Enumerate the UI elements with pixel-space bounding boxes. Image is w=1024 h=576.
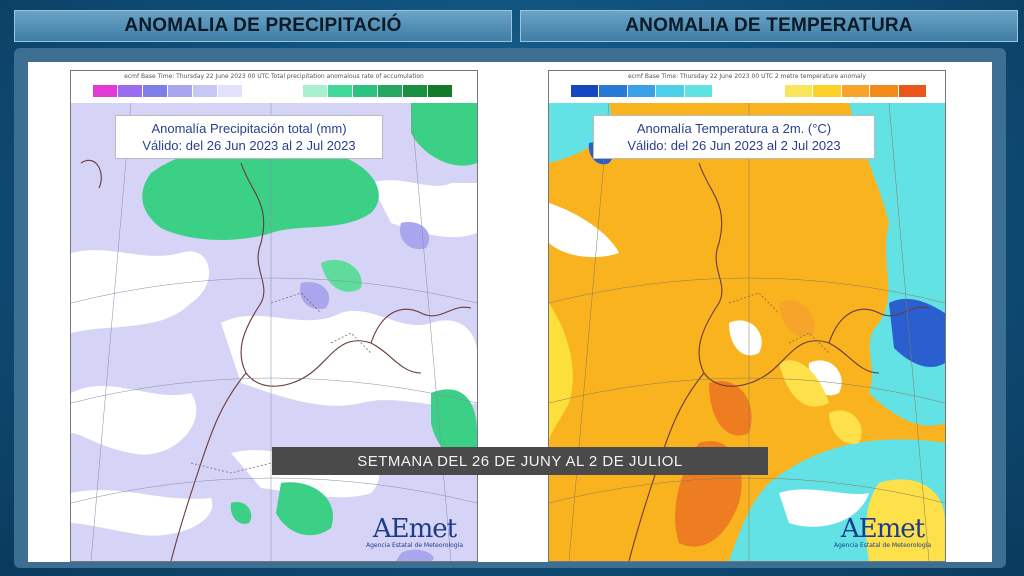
temp-warm-swatch <box>870 85 899 97</box>
temp-warm-swatch <box>785 85 814 97</box>
precip-positive-swatch <box>428 85 453 97</box>
precip-positive-swatch <box>378 85 403 97</box>
temp-meta-line: ecmf Base Time: Thursday 22 June 2023 00… <box>628 73 866 80</box>
precipitation-header: ANOMALIA DE PRECIPITACIÓ <box>14 10 512 42</box>
precip-negative-swatch <box>93 85 118 97</box>
precip-positive-colorbar <box>303 85 453 97</box>
temperature-map-panel: ecmf Base Time: Thursday 22 June 2023 00… <box>548 70 946 562</box>
precip-negative-swatch <box>218 85 243 97</box>
temp-cold-swatch <box>571 85 600 97</box>
precip-valid-dates: Válido: del 26 Jun 2023 al 2 Jul 2023 <box>142 138 356 153</box>
temp-cold-swatch <box>656 85 685 97</box>
temp-warm-swatch <box>813 85 842 97</box>
precipitation-anomaly-map <box>71 103 477 561</box>
precip-positive-swatch <box>353 85 378 97</box>
temp-cold-swatch <box>627 85 657 97</box>
temp-warm-swatch <box>841 85 871 97</box>
precip-negative-swatch <box>118 85 143 97</box>
precip-negative-swatch <box>168 85 193 97</box>
temp-cold-swatch <box>684 85 714 97</box>
temp-title: Anomalía Temperatura a 2m. (°C) <box>636 121 832 136</box>
precip-negative-colorbar <box>93 85 243 97</box>
precip-negative-swatch <box>143 85 168 97</box>
temp-cold-colorbar <box>571 85 714 97</box>
week-banner: SETMANA DEL 26 DE JUNY AL 2 DE JULIOL <box>272 447 768 475</box>
precip-positive-swatch <box>303 85 328 97</box>
precip-negative-swatch <box>193 85 218 97</box>
precip-title: Anomalía Precipitación total (mm) <box>151 121 347 136</box>
precip-title-box: Anomalía Precipitación total (mm) Válido… <box>115 115 383 159</box>
temperature-anomaly-map <box>549 103 945 561</box>
precipitation-map-panel: ecmf Base Time: Thursday 22 June 2023 00… <box>70 70 478 562</box>
temperature-header: ANOMALIA DE TEMPERATURA <box>520 10 1018 42</box>
temp-warm-swatch <box>898 85 928 97</box>
precip-meta-line: ecmf Base Time: Thursday 22 June 2023 00… <box>124 73 424 80</box>
aemet-logo: AEmet Agencia Estatal de Meteorología <box>366 514 463 549</box>
aemet-logo: AEmet Agencia Estatal de Meteorología <box>834 514 931 549</box>
temp-warm-colorbar <box>785 85 928 97</box>
temp-cold-swatch <box>599 85 628 97</box>
temp-valid-dates: Válido: del 26 Jun 2023 al 2 Jul 2023 <box>627 138 841 153</box>
temp-title-box: Anomalía Temperatura a 2m. (°C) Válido: … <box>593 115 875 159</box>
precip-positive-swatch <box>328 85 353 97</box>
precip-positive-swatch <box>403 85 428 97</box>
